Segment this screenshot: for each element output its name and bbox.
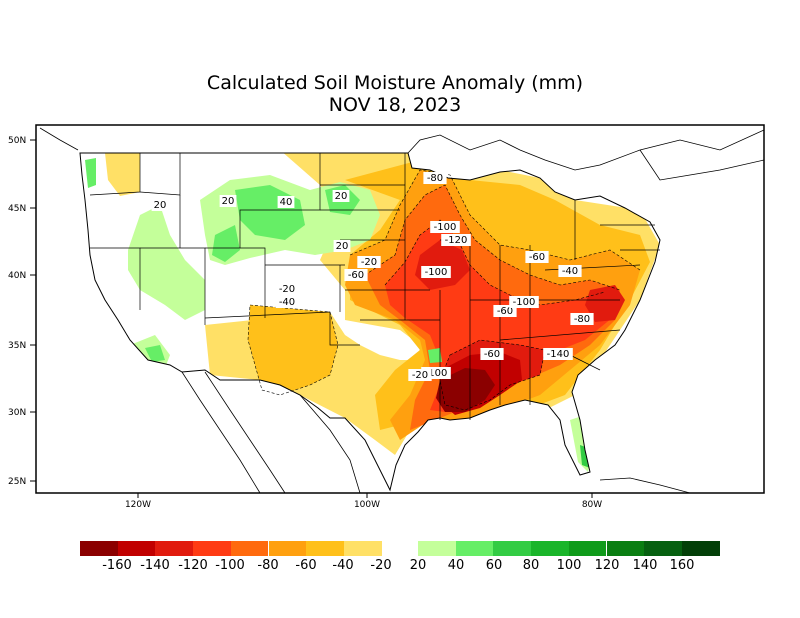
contour-label-bg (332, 190, 350, 202)
contour-label: 20 (222, 196, 235, 207)
contour-label: -140 (547, 349, 570, 360)
contour-lines (247, 169, 641, 411)
contour-label: -80 (574, 314, 590, 325)
contour-label: -20 (361, 257, 377, 268)
zone-wet-40-ca (145, 345, 165, 362)
contour-label-bg (430, 221, 460, 233)
contour-label-bg (525, 251, 549, 263)
zone-wet-40-west (212, 225, 240, 262)
contour-label-bg (219, 195, 237, 207)
contour-labels: 202040-202020-80-100-120-100-60-40-60-20… (151, 172, 594, 381)
zone-dry-40-southwest (248, 305, 338, 395)
longitude-labels: 120W 100W 80W (125, 493, 602, 510)
contour-label: -40 (279, 297, 295, 308)
contour-label: -100 (425, 267, 448, 278)
contour-label: -20 (279, 284, 295, 295)
contour-label-bg (277, 196, 295, 208)
contour-label-bg (509, 296, 539, 308)
zone-wet-40-ms (428, 348, 442, 363)
contour-label-bg (421, 266, 451, 278)
contour-label: 20 (335, 191, 348, 202)
contour-label-bg (275, 283, 299, 295)
title-block: Calculated Soil Moisture Anomaly (mm) NO… (0, 72, 790, 116)
contour-label-bg (408, 369, 432, 381)
contour-label: -100 (513, 297, 536, 308)
contour-label: 20 (336, 241, 349, 252)
us-outline (79, 152, 661, 492)
lat-label: 35N (8, 341, 26, 351)
contour-label-bg (543, 348, 573, 360)
lat-label: 40N (8, 271, 26, 281)
contour-label: -40 (562, 266, 578, 277)
contour-label-bg (480, 348, 504, 360)
contour-label-bg (333, 240, 351, 252)
canada-coast (39, 127, 765, 181)
contour-label-bg (570, 313, 594, 325)
lat-label: 50N (8, 136, 26, 146)
lat-label: 30N (8, 408, 26, 418)
contour-label: -60 (348, 270, 364, 281)
contour-label-bg (151, 199, 169, 211)
contour-label: -100 (434, 222, 457, 233)
latitude-labels: 50N 45N 40N 35N 30N 25N (8, 136, 36, 487)
contour-label: -60 (497, 306, 513, 317)
mexico-coast (181, 371, 361, 494)
lon-label: 80W (582, 500, 602, 510)
contour-label-bg (558, 265, 582, 277)
contour-label: -60 (529, 252, 545, 263)
contour-label-bg (344, 269, 368, 281)
map-date: NOV 18, 2023 (328, 94, 462, 116)
zone-wet-20-west (128, 205, 205, 320)
lon-label: 100W (354, 500, 380, 510)
contour-label: -20 (412, 370, 428, 381)
lat-label: 25N (8, 477, 26, 487)
zone-dry-pacific-nw (105, 153, 140, 196)
zone-wet-20-wa (85, 158, 96, 188)
contour-label: -80 (427, 173, 443, 184)
lat-label: 45N (8, 204, 26, 214)
contour-label: -100 (425, 368, 448, 379)
contour-label: 40 (280, 197, 293, 208)
lon-label: 120W (125, 500, 151, 510)
contour-label: 20 (154, 200, 167, 211)
contour-label-bg (357, 256, 381, 268)
contour-label-bg (423, 172, 447, 184)
map-title: Calculated Soil Moisture Anomaly (mm) (206, 72, 584, 94)
contour-label-bg (441, 234, 471, 246)
contour-label: -60 (484, 349, 500, 360)
contour-label-bg (275, 296, 299, 308)
zone-dry-100-va (585, 285, 625, 322)
cuba-coast (599, 477, 691, 494)
contour-label: -120 (445, 235, 468, 246)
